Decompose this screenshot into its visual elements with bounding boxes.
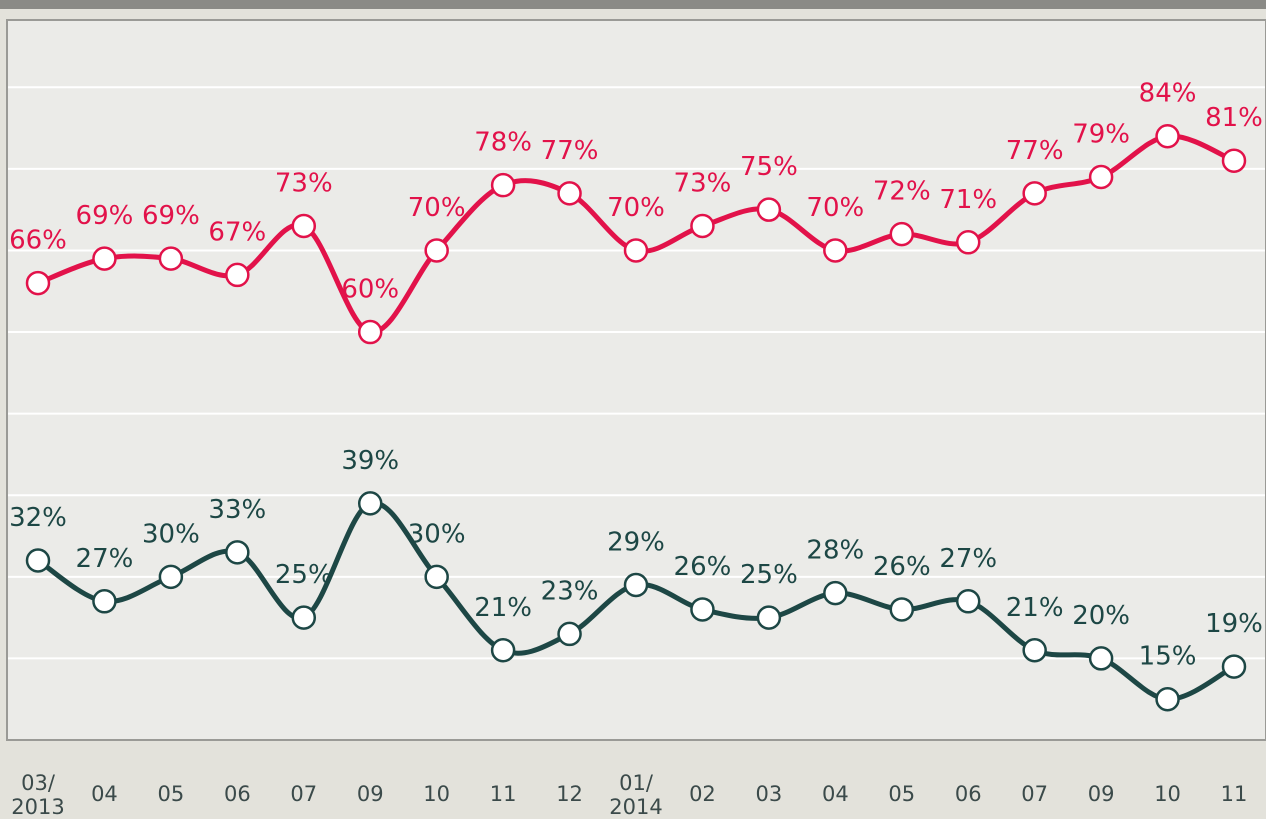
data-label: 15% (1139, 642, 1197, 672)
data-point (1155, 686, 1180, 712)
data-point (225, 540, 250, 565)
data-label: 33% (208, 495, 266, 525)
data-label: 70% (408, 193, 466, 223)
data-label: 27% (76, 544, 134, 574)
data-point (92, 246, 117, 271)
data-point (756, 605, 782, 630)
data-label: 27% (939, 544, 997, 574)
data-point (889, 597, 915, 622)
data-label: 71% (939, 185, 997, 215)
data-point (1155, 123, 1180, 149)
x-tick-label: 04 (822, 782, 849, 806)
data-label: 78% (474, 128, 532, 158)
data-point (291, 605, 317, 630)
data-label: 25% (275, 560, 333, 590)
data-point (25, 270, 51, 296)
x-tick-label: 03 (756, 782, 783, 806)
x-tick-label: 01/2014 (609, 771, 662, 819)
data-label: 67% (208, 217, 266, 247)
data-point (357, 319, 383, 345)
top-bar (0, 0, 1266, 9)
x-tick-label: 05 (158, 782, 185, 806)
data-label: 21% (1006, 593, 1064, 623)
data-label: 19% (1205, 609, 1263, 639)
x-tick-label: 10 (423, 782, 450, 806)
data-point (955, 230, 981, 255)
data-point (158, 564, 184, 590)
data-point (1221, 148, 1247, 173)
data-label: 23% (541, 576, 599, 606)
data-label: 29% (607, 527, 665, 557)
data-point (25, 548, 51, 573)
data-point (690, 213, 715, 239)
x-tick-label: 06 (224, 782, 251, 806)
data-point (1088, 164, 1114, 190)
data-point (424, 238, 449, 263)
data-label: 39% (341, 446, 399, 476)
plot-area (6, 19, 1266, 741)
x-tick-label: 04 (91, 782, 118, 806)
data-label: 26% (674, 552, 732, 582)
x-tick-label: 03/2013 (11, 771, 64, 819)
x-tick-label: 02 (689, 782, 716, 806)
x-tick-label: 05 (888, 782, 915, 806)
data-label: 72% (873, 177, 931, 207)
data-point (623, 238, 649, 263)
x-tick-label: 12 (556, 782, 583, 806)
data-label: 73% (275, 168, 333, 198)
data-point (690, 597, 715, 622)
data-label: 70% (607, 193, 665, 223)
data-point (490, 172, 516, 198)
data-label: 60% (341, 275, 399, 305)
data-point (291, 213, 317, 239)
data-label: 81% (1205, 103, 1263, 133)
data-label: 77% (541, 136, 599, 166)
data-point (1221, 654, 1247, 679)
data-point (756, 197, 782, 222)
data-point (955, 589, 981, 614)
data-point (424, 564, 449, 590)
data-point (823, 238, 848, 263)
data-label: 73% (674, 168, 732, 198)
data-label: 77% (1006, 136, 1064, 166)
x-tick-label: 06 (955, 782, 982, 806)
data-point (623, 572, 649, 598)
x-tick-label: 11 (1221, 782, 1248, 806)
data-point (1022, 181, 1047, 206)
data-point (557, 181, 582, 206)
data-label: 32% (9, 503, 67, 533)
data-point (158, 246, 184, 271)
x-tick-label: 07 (1021, 782, 1048, 806)
data-point (823, 580, 848, 606)
data-point (1022, 638, 1047, 663)
data-point (1088, 646, 1114, 671)
data-label: 75% (740, 152, 798, 182)
data-label: 70% (806, 193, 864, 223)
x-tick-label: 09 (1088, 782, 1115, 806)
data-point (225, 262, 250, 288)
x-tick-label: 10 (1154, 782, 1181, 806)
data-point (557, 621, 582, 647)
data-label: 25% (740, 560, 798, 590)
data-label: 26% (873, 552, 931, 582)
data-point (490, 638, 516, 663)
x-tick-label: 09 (357, 782, 384, 806)
data-label: 21% (474, 593, 532, 623)
data-point (357, 491, 383, 516)
data-label: 79% (1072, 120, 1130, 150)
data-label: 69% (76, 201, 134, 231)
data-label: 69% (142, 201, 200, 231)
data-label: 30% (408, 519, 466, 549)
data-label: 28% (806, 536, 864, 566)
data-label: 66% (9, 226, 67, 256)
data-label: 20% (1072, 601, 1130, 631)
data-point (92, 589, 117, 614)
x-tick-label: 07 (290, 782, 317, 806)
data-label: 30% (142, 519, 200, 549)
data-label: 84% (1139, 79, 1197, 109)
x-tick-label: 11 (490, 782, 517, 806)
data-point (889, 221, 915, 247)
